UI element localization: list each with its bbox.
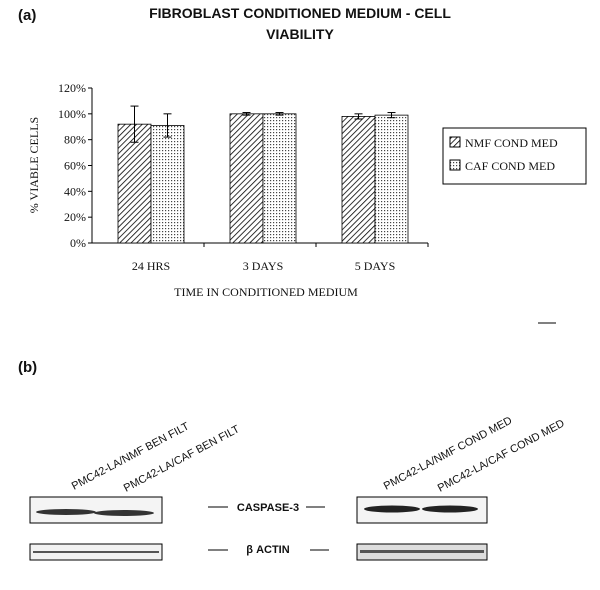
blot: [29, 496, 488, 561]
error-bar: [387, 112, 396, 119]
y-tick-label: 60%: [64, 159, 86, 173]
bar: [374, 114, 409, 244]
legend-swatch: [449, 159, 461, 171]
error-bar: [163, 113, 172, 138]
error-bar: [275, 112, 284, 116]
error-bar: [354, 113, 363, 120]
chart-title: FIBROBLAST CONDITIONED MEDIUM - CELL VIAB…: [149, 5, 451, 42]
bar: [229, 113, 264, 244]
error-bar: [242, 112, 251, 116]
panel-label: (a): [18, 7, 36, 24]
y-axis-label: % VIABLE CELLS: [27, 117, 41, 213]
x-axis-label: TIME IN CONDITIONED MEDIUM: [174, 285, 358, 299]
plot: 0% 20% 40% 60% 80% 100% 120% 24 HRS 3 DAYS 5 DAYS: [58, 81, 429, 273]
x-tick-label: 5 DAYS: [355, 259, 396, 273]
bar: [341, 116, 376, 244]
panel-label: (b): [18, 359, 37, 376]
y-tick-label: 20%: [64, 210, 86, 224]
band-label: β ACTIN: [246, 544, 289, 556]
x-tick-label: 24 HRS: [132, 259, 170, 273]
y-tick-label: 100%: [58, 107, 86, 121]
y-tick-label: 80%: [64, 133, 86, 147]
bar: [150, 125, 185, 244]
legend-label: NMF COND MED: [465, 136, 558, 150]
y-tick-label: 40%: [64, 184, 86, 198]
band-label: CASPASE-3: [237, 502, 299, 514]
y-tick-label: 120%: [58, 81, 86, 95]
y-tick-label: 0%: [70, 236, 86, 250]
legend: NMF COND MED CAF COND MED: [449, 136, 558, 173]
error-bar: [130, 105, 139, 143]
bar: [262, 113, 297, 244]
legend-label: CAF COND MED: [465, 159, 555, 173]
legend-box: [442, 127, 587, 185]
x-tick-label: 3 DAYS: [243, 259, 284, 273]
legend-swatch: [449, 136, 461, 148]
